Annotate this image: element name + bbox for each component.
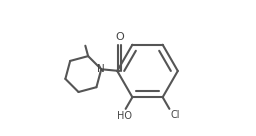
Text: N: N: [97, 64, 104, 74]
Text: O: O: [115, 32, 124, 42]
Text: HO: HO: [118, 111, 132, 121]
Text: Cl: Cl: [170, 110, 180, 120]
